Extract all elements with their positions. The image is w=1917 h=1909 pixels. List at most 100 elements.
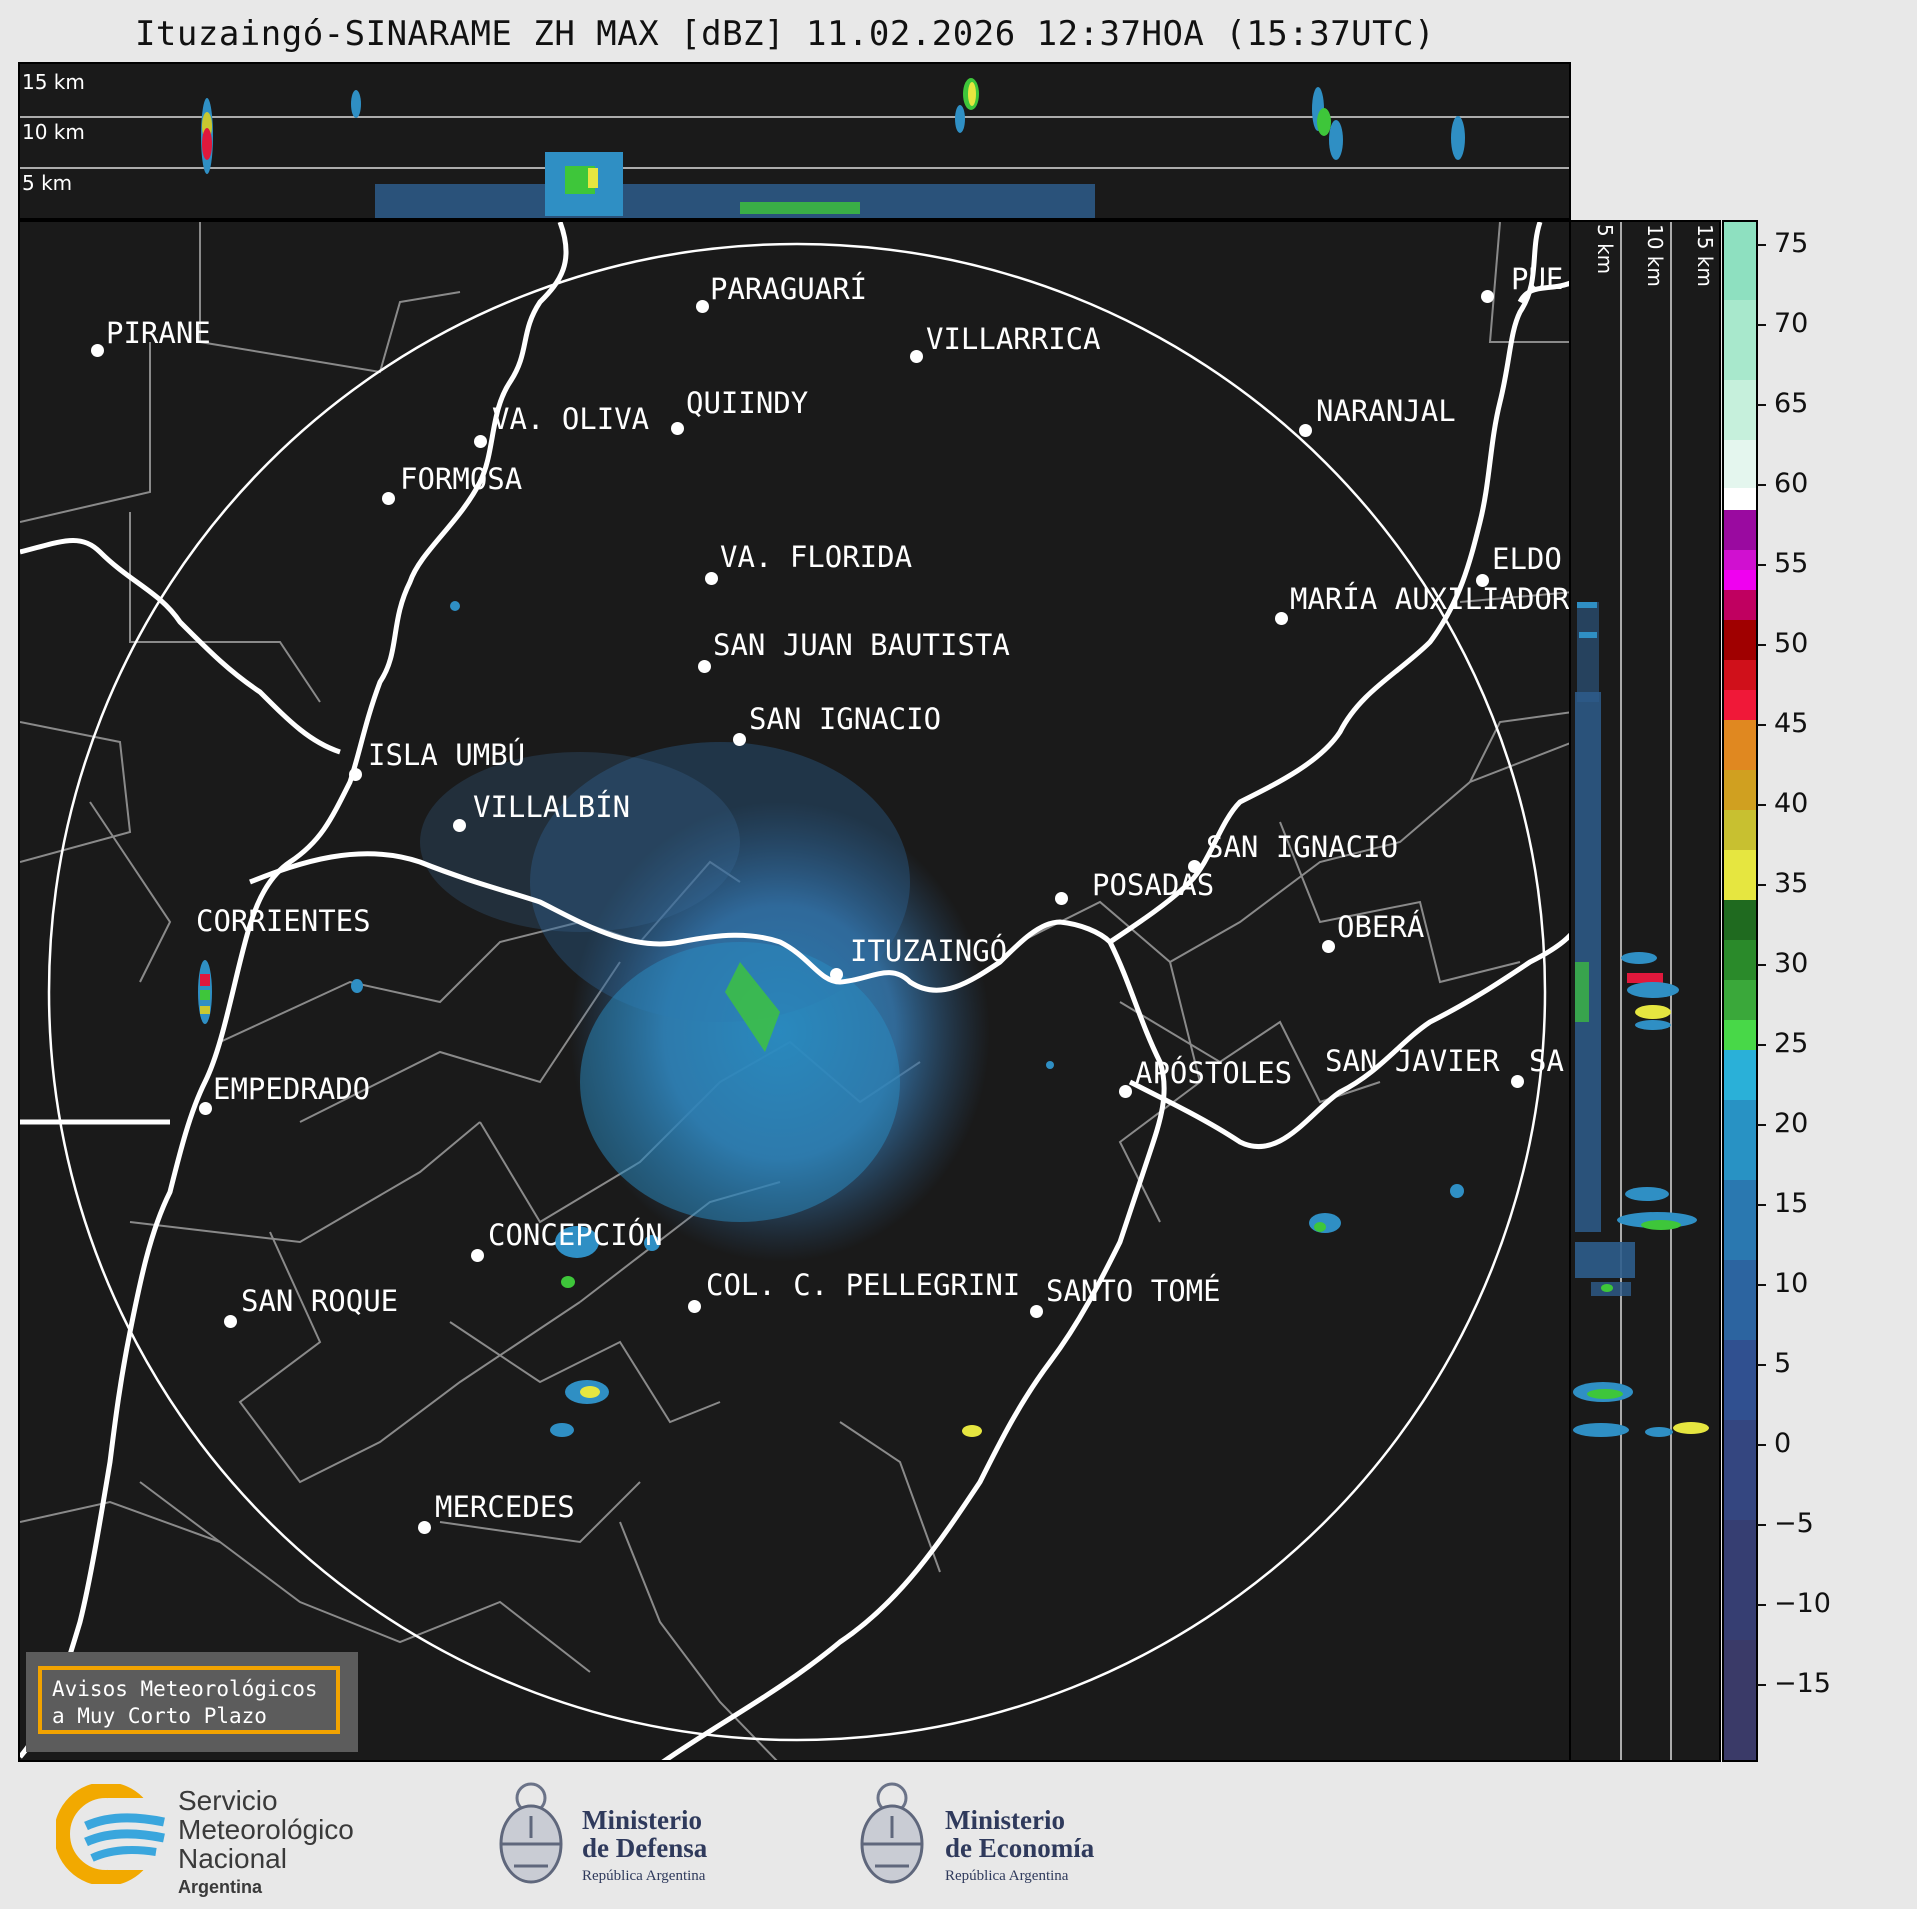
city-dot xyxy=(1476,574,1489,587)
colorbar-tick: 70 xyxy=(1756,308,1808,339)
city-dot xyxy=(1188,860,1201,873)
top-height-profile: 15 km 10 km 5 km xyxy=(18,62,1571,220)
city-label-isla-umbu: ISLA UMBÚ xyxy=(368,738,526,772)
city-label-paraguari: PARAGUARÍ xyxy=(710,272,868,306)
city-label-col-c-pellegrini: COL. C. PELLEGRINI xyxy=(706,1268,1021,1302)
city-dot xyxy=(91,344,104,357)
side-profile-echoes xyxy=(1573,222,1709,1760)
radar-site-dot xyxy=(830,968,843,981)
colorbar-tick: −10 xyxy=(1757,1588,1831,1619)
colorbar-tick: 50 xyxy=(1756,628,1808,659)
city-label-san-ignacio-ar: SAN IGNACIO xyxy=(1206,830,1399,864)
colorbar-tick: 60 xyxy=(1756,468,1808,499)
city-dot xyxy=(453,819,466,832)
city-label-san-ignacio-py: SAN IGNACIO xyxy=(749,702,942,736)
colorbar-tick: 75 xyxy=(1756,228,1808,259)
city-label-maria-auxiliador: MARÍA AUXILIADOR xyxy=(1290,582,1570,616)
city-dot xyxy=(474,435,487,448)
city-label-san-juan-bautista: SAN JUAN BAUTISTA xyxy=(713,628,1010,662)
city-label-quiindy: QUIINDY xyxy=(686,386,809,420)
top-profile-echoes xyxy=(20,78,1569,218)
city-label-posadas: POSADAS xyxy=(1092,868,1215,902)
city-dot xyxy=(698,660,711,673)
colorbar-tick: 40 xyxy=(1756,788,1808,819)
city-label-va-florida: VA. FLORIDA xyxy=(720,540,913,574)
city-dot xyxy=(1481,290,1494,303)
defensa-logo-text: Ministerio de Defensa República Argentin… xyxy=(582,1805,708,1884)
colorbar-tick: 65 xyxy=(1756,388,1808,419)
city-label-eldo: ELDO xyxy=(1492,542,1562,576)
city-dot xyxy=(696,300,709,313)
city-label-ituzaingo: ITUZAINGÓ xyxy=(850,934,1008,968)
city-label-sa: SA xyxy=(1529,1044,1564,1078)
city-label-naranjal: NARANJAL xyxy=(1316,394,1456,428)
city-dot xyxy=(1119,1085,1132,1098)
economia-logo-text: Ministerio de Economía República Argenti… xyxy=(945,1805,1095,1884)
colorbar-tick: −15 xyxy=(1757,1668,1831,1699)
chart-title: Ituzaingó-SINARAME ZH MAX [dBZ] 11.02.20… xyxy=(134,14,1436,54)
colorbar-bands xyxy=(1724,222,1756,1760)
map-geometry xyxy=(20,222,1569,1760)
coat-of-arms-icon xyxy=(860,1782,924,1884)
dbz-colorbar xyxy=(1722,220,1758,1762)
colorbar-tick: 10 xyxy=(1756,1268,1808,1299)
city-label-corrientes: CORRIENTES xyxy=(196,904,371,938)
coat-of-arms-icon xyxy=(499,1782,563,1884)
side-label-10km: 10 km xyxy=(1643,224,1667,287)
city-dot xyxy=(705,572,718,585)
city-dot xyxy=(349,768,362,781)
city-dot xyxy=(418,1521,431,1534)
city-dot xyxy=(1322,940,1335,953)
city-dot xyxy=(733,733,746,746)
city-label-san-javier: SAN JAVIER xyxy=(1325,1044,1500,1078)
city-label-concepcion: CONCEPCIÓN xyxy=(488,1218,663,1252)
colorbar-tick: 20 xyxy=(1756,1108,1808,1139)
side-label-15km: 15 km xyxy=(1693,224,1717,287)
side-height-profile: 5 km 10 km 15 km xyxy=(1569,220,1721,1762)
profile-label-15km: 15 km xyxy=(22,70,85,94)
city-label-pirane: PIRANE xyxy=(106,316,211,350)
side-label-5km: 5 km xyxy=(1593,224,1617,275)
radar-map: PIRANE PARAGUARÍ VILLARRICA QUIINDY VA. … xyxy=(18,220,1571,1762)
profile-label-5km: 5 km xyxy=(22,171,73,195)
city-dot xyxy=(199,1102,212,1115)
colorbar-tick: 55 xyxy=(1756,548,1808,579)
city-label-san-roque: SAN ROQUE xyxy=(241,1284,399,1318)
city-label-va-oliva: VA. OLIVA xyxy=(492,402,650,436)
smn-logo-text: Servicio Meteorológico Nacional Argentin… xyxy=(178,1785,354,1897)
city-label-villarrica: VILLARRICA xyxy=(926,322,1101,356)
smn-logo-icon xyxy=(56,1784,165,1884)
colorbar-tick: 30 xyxy=(1756,948,1808,979)
warning-box: Avisos Meteorológicos a Muy Corto Plazo xyxy=(26,1652,358,1752)
city-dot xyxy=(1511,1075,1524,1088)
city-label-empedrado: EMPEDRADO xyxy=(213,1072,371,1106)
city-dot xyxy=(382,492,395,505)
city-label-obera: OBERÁ xyxy=(1337,910,1425,944)
colorbar-tick: 45 xyxy=(1756,708,1808,739)
colorbar-tick: 15 xyxy=(1756,1188,1808,1219)
city-label-villalbin: VILLALBÍN xyxy=(473,790,631,824)
profile-label-10km: 10 km xyxy=(22,120,85,144)
city-label-apostoles: APÓSTOLES xyxy=(1135,1056,1293,1090)
warning-line-2: a Muy Corto Plazo xyxy=(52,1704,267,1728)
colorbar-tick: 5 xyxy=(1756,1348,1791,1379)
city-dot xyxy=(1055,892,1068,905)
city-label-pue: PUE xyxy=(1511,262,1564,296)
city-dot xyxy=(1275,612,1288,625)
city-dot xyxy=(224,1315,237,1328)
city-dot xyxy=(671,422,684,435)
city-dot xyxy=(471,1249,484,1262)
city-dot xyxy=(910,350,923,363)
colorbar-tick: −5 xyxy=(1757,1508,1814,1539)
city-dot xyxy=(1299,424,1312,437)
warning-line-1: Avisos Meteorológicos xyxy=(52,1677,318,1701)
city-label-santo-tome: SANTO TOMÉ xyxy=(1046,1274,1221,1308)
colorbar-tick: 25 xyxy=(1756,1028,1808,1059)
city-label-formosa: FORMOSA xyxy=(400,462,523,496)
warning-frame: Avisos Meteorológicos a Muy Corto Plazo xyxy=(38,1666,340,1734)
colorbar-tick: 35 xyxy=(1756,868,1808,899)
city-label-mercedes: MERCEDES xyxy=(435,1490,575,1524)
colorbar-tick: 0 xyxy=(1756,1428,1791,1459)
city-dot xyxy=(688,1300,701,1313)
city-dot xyxy=(1030,1305,1043,1318)
